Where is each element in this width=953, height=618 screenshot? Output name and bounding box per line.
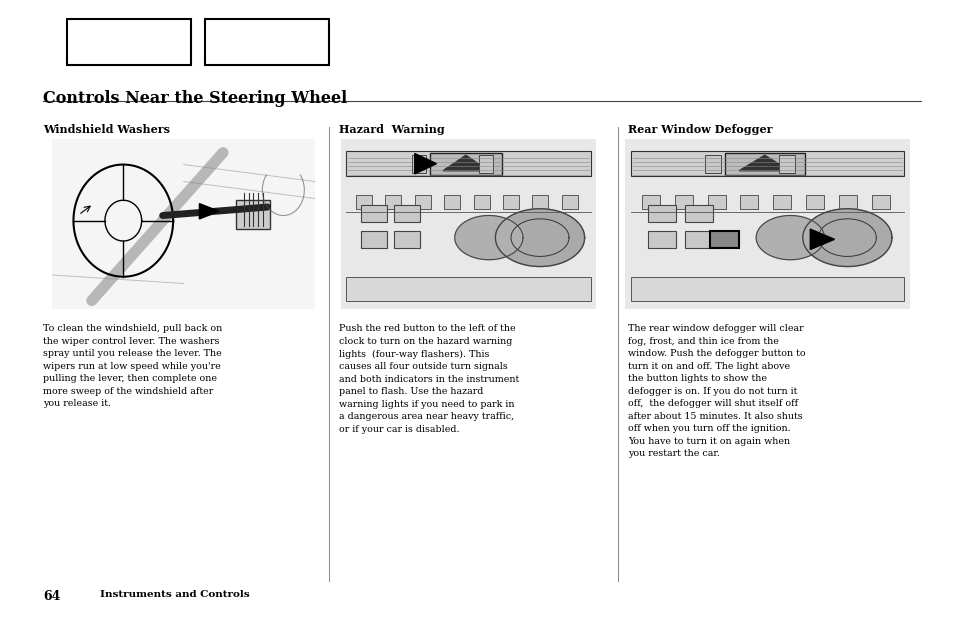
Text: Instruments and Controls: Instruments and Controls [100,590,250,599]
FancyBboxPatch shape [740,195,758,209]
FancyBboxPatch shape [630,151,903,176]
FancyBboxPatch shape [630,277,903,300]
FancyBboxPatch shape [412,155,426,172]
FancyBboxPatch shape [394,205,419,222]
FancyBboxPatch shape [684,205,713,222]
Polygon shape [442,155,488,171]
FancyBboxPatch shape [205,19,329,65]
FancyBboxPatch shape [478,155,493,172]
FancyBboxPatch shape [674,195,692,209]
Polygon shape [495,209,584,266]
Polygon shape [455,216,522,260]
FancyBboxPatch shape [871,195,888,209]
FancyBboxPatch shape [360,205,386,222]
FancyBboxPatch shape [532,195,548,209]
FancyBboxPatch shape [779,155,794,172]
FancyBboxPatch shape [704,155,720,172]
Text: Push the red button to the left of the
clock to turn on the hazard warning
light: Push the red button to the left of the c… [338,324,518,434]
FancyBboxPatch shape [684,231,713,248]
FancyBboxPatch shape [52,139,314,309]
FancyBboxPatch shape [236,200,270,229]
Text: Windshield Washers: Windshield Washers [43,124,170,135]
FancyBboxPatch shape [710,231,739,248]
FancyBboxPatch shape [647,231,676,248]
Polygon shape [199,203,219,219]
FancyBboxPatch shape [805,195,823,209]
FancyBboxPatch shape [502,195,518,209]
Polygon shape [809,229,834,250]
Polygon shape [756,216,823,260]
Polygon shape [739,155,789,171]
FancyBboxPatch shape [561,195,578,209]
FancyBboxPatch shape [355,195,372,209]
Text: To clean the windshield, pull back on
the wiper control lever. The washers
spray: To clean the windshield, pull back on th… [43,324,222,408]
FancyBboxPatch shape [624,139,909,309]
Text: Hazard  Warning: Hazard Warning [338,124,444,135]
FancyBboxPatch shape [641,195,659,209]
FancyBboxPatch shape [430,153,501,175]
FancyBboxPatch shape [345,151,591,176]
FancyBboxPatch shape [444,195,459,209]
FancyBboxPatch shape [772,195,790,209]
Text: Controls Near the Steering Wheel: Controls Near the Steering Wheel [43,90,347,107]
Text: The rear window defogger will clear
fog, frost, and thin ice from the
window. Pu: The rear window defogger will clear fog,… [627,324,804,459]
FancyBboxPatch shape [394,231,419,248]
FancyBboxPatch shape [707,195,725,209]
FancyBboxPatch shape [415,195,431,209]
FancyBboxPatch shape [385,195,401,209]
Text: Rear Window Defogger: Rear Window Defogger [627,124,771,135]
Text: 64: 64 [43,590,60,603]
FancyBboxPatch shape [473,195,489,209]
Polygon shape [415,153,436,174]
FancyBboxPatch shape [838,195,856,209]
FancyBboxPatch shape [67,19,191,65]
FancyBboxPatch shape [360,231,386,248]
FancyBboxPatch shape [345,277,591,300]
FancyBboxPatch shape [647,205,676,222]
Polygon shape [801,209,891,266]
FancyBboxPatch shape [340,139,596,309]
FancyBboxPatch shape [724,153,803,175]
